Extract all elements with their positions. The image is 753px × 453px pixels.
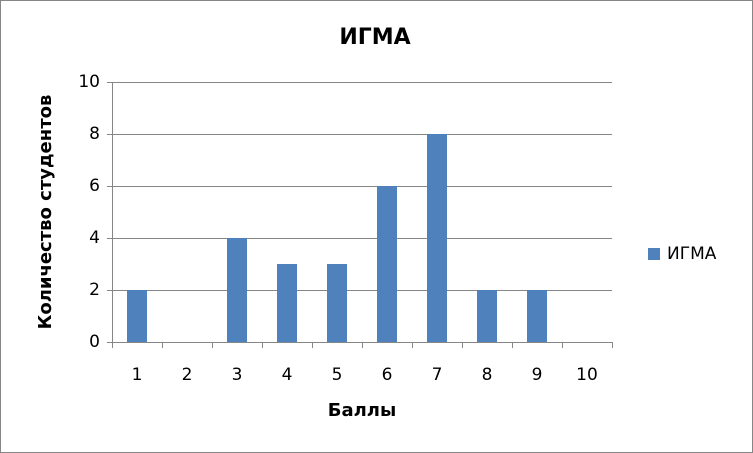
y-tick-label: 4: [89, 228, 100, 248]
bar: [277, 264, 297, 342]
x-tick-label: 8: [482, 365, 493, 385]
bar: [127, 290, 147, 342]
x-tick-label: 6: [382, 365, 393, 385]
bar: [327, 264, 347, 342]
y-tick-label: 8: [89, 124, 100, 144]
legend-label: ИГМА: [667, 244, 717, 264]
x-tick-label: 2: [182, 365, 193, 385]
x-tick-label: 3: [232, 365, 243, 385]
y-tick-label: 2: [89, 280, 100, 300]
x-tick-label: 4: [282, 365, 293, 385]
y-tick-label: 0: [89, 332, 100, 352]
bar: [527, 290, 547, 342]
y-tick-label: 10: [78, 72, 100, 92]
bar: [227, 238, 247, 342]
bar: [427, 134, 447, 342]
bar: [477, 290, 497, 342]
x-tick-label: 10: [576, 365, 598, 385]
chart-title: ИГМА: [339, 25, 410, 50]
x-tick-label: 5: [332, 365, 343, 385]
x-axis-label: Баллы: [328, 400, 397, 421]
legend-swatch: [648, 248, 660, 260]
x-tick-label: 7: [432, 365, 443, 385]
bar: [377, 186, 397, 342]
x-tick-label: 9: [532, 365, 543, 385]
x-tick-label: 1: [132, 365, 143, 385]
y-axis-label: Количество студентов: [35, 95, 56, 330]
y-tick-label: 6: [89, 176, 100, 196]
